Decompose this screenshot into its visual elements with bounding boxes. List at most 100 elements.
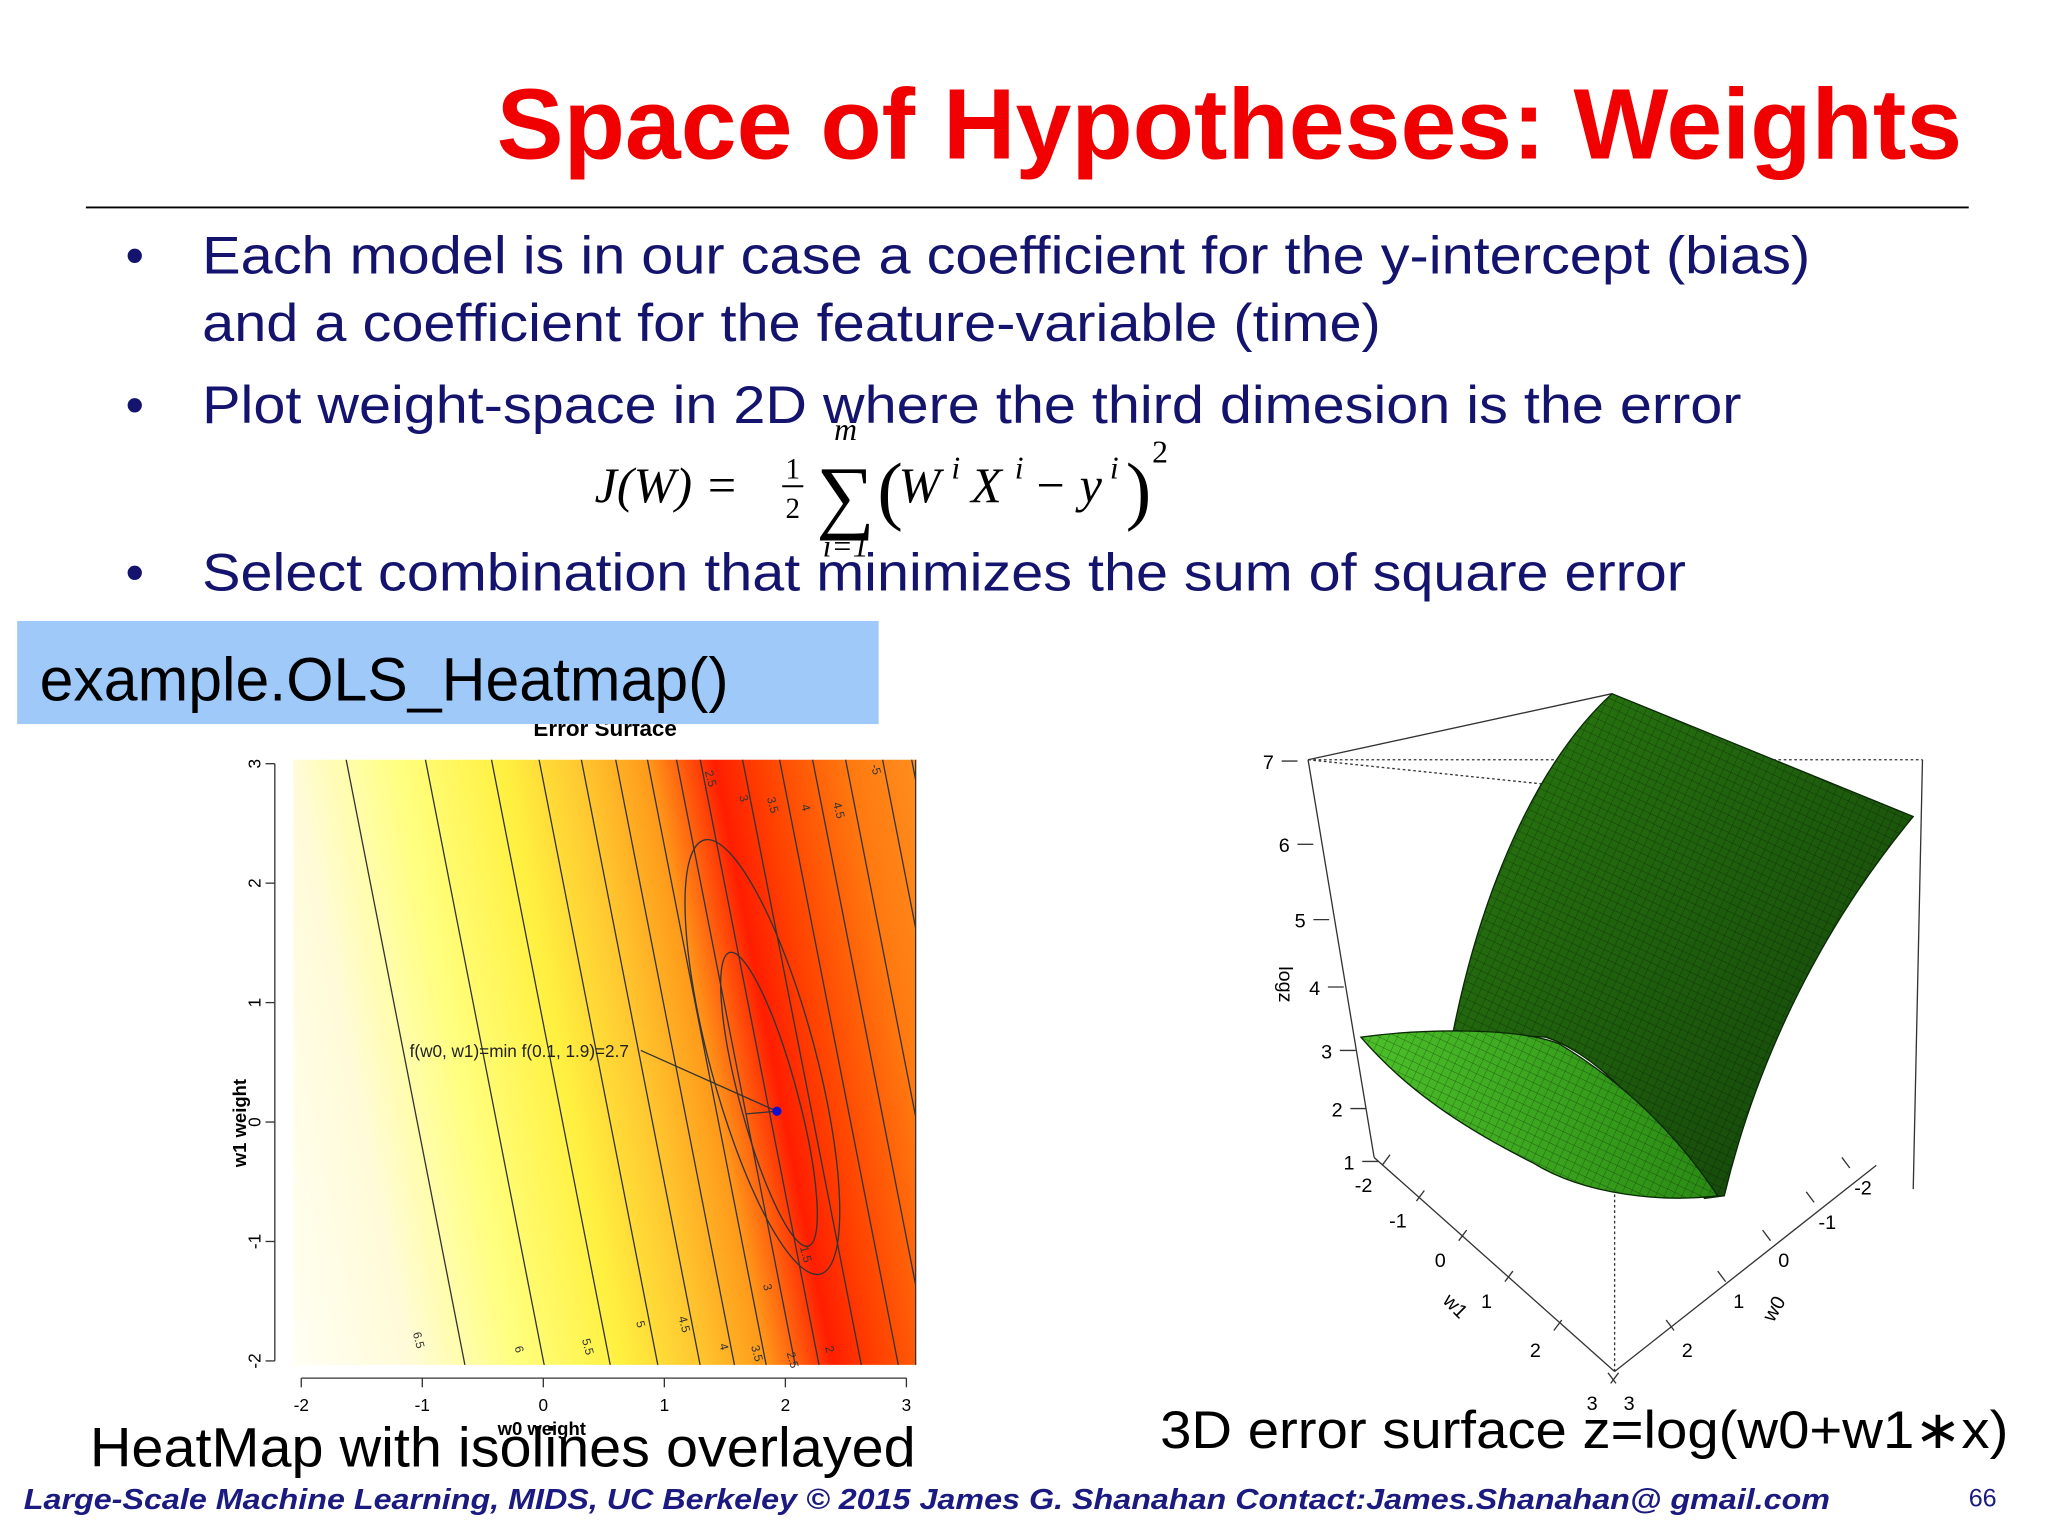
heatmap-plot bbox=[293, 759, 916, 1365]
formula-num: 1 bbox=[786, 453, 801, 485]
y-tick-label: -1 bbox=[244, 1234, 264, 1249]
contour-label: 1.5 bbox=[797, 1244, 815, 1264]
contour-label: 3 bbox=[736, 793, 751, 803]
y-tick-label: 2 bbox=[244, 878, 264, 888]
w0-tick bbox=[1841, 1157, 1851, 1169]
annotation-arrow bbox=[746, 1110, 777, 1115]
isoline bbox=[738, 759, 867, 1365]
heatmap-caption: HeatMap with isolines overlayed bbox=[90, 1417, 916, 1479]
z-tick-label: 1 bbox=[1344, 1152, 1355, 1174]
w1-tick-label: 3 bbox=[1587, 1393, 1598, 1415]
bullet-list: • Each model is in our case a coefficien… bbox=[126, 227, 1811, 603]
contour-label: 3.5 bbox=[764, 795, 782, 815]
w1-tick bbox=[1415, 1190, 1425, 1202]
bullet-text: Each model is in our case a coefficient … bbox=[202, 227, 1810, 286]
formula-sigma: ∑ bbox=[816, 450, 874, 541]
formula-power: 2 bbox=[1152, 434, 1168, 469]
w0-tick-label: 2 bbox=[1682, 1340, 1693, 1362]
z-axis-label: logz bbox=[1274, 966, 1296, 1002]
w0-tick-label: 0 bbox=[1778, 1250, 1789, 1272]
contour-label: 5.5 bbox=[579, 1337, 597, 1357]
bullet-dot: • bbox=[126, 227, 145, 286]
x-tick-label: -2 bbox=[294, 1395, 309, 1415]
error-surface bbox=[1359, 692, 1915, 1200]
x-tick-label: 0 bbox=[539, 1395, 549, 1415]
w1-tick-label: -2 bbox=[1355, 1175, 1373, 1197]
w0-tick bbox=[1762, 1229, 1772, 1242]
w0-tick-label: 1 bbox=[1733, 1291, 1744, 1313]
contour-label: -5 bbox=[868, 762, 884, 776]
bullet-dot: • bbox=[126, 544, 145, 603]
z-tick-label: 5 bbox=[1295, 911, 1306, 933]
isoline bbox=[486, 759, 616, 1365]
formula-lower: i=1 bbox=[823, 528, 869, 563]
bullet-text: and a coefficient for the feature-variab… bbox=[202, 294, 1381, 353]
isoline bbox=[808, 759, 916, 1365]
formula-upper: m bbox=[834, 412, 857, 447]
z-tick-label: 6 bbox=[1279, 835, 1290, 857]
contour-label: 4 bbox=[798, 803, 813, 813]
contour-label: 6 bbox=[512, 1344, 527, 1354]
y-axis-label: w1 weight bbox=[229, 1079, 250, 1168]
minimum-point bbox=[772, 1106, 782, 1116]
w0-tick bbox=[1665, 1319, 1675, 1331]
z-tick-label: 3 bbox=[1321, 1041, 1332, 1063]
z-tick-label: 4 bbox=[1309, 978, 1320, 1000]
page-number: 66 bbox=[1969, 1484, 1997, 1512]
w1-tick bbox=[1458, 1229, 1468, 1242]
formula-sup: i bbox=[1110, 450, 1119, 485]
isoline bbox=[878, 759, 916, 1365]
contour-label: 5 bbox=[633, 1319, 648, 1329]
isoline bbox=[720, 951, 818, 1247]
formula-sup: i bbox=[951, 450, 960, 485]
formula: J(W) = 1 2 ∑ m i=1 ( W i X i − y i ) 2 bbox=[595, 412, 1168, 563]
w0-tick-label: -2 bbox=[1854, 1177, 1872, 1199]
slide-title: Space of Hypotheses: Weights bbox=[497, 69, 1962, 181]
annotation-arrow bbox=[640, 1049, 778, 1112]
w1-axis-label: w1 bbox=[1438, 1289, 1472, 1323]
contour-label: 2 bbox=[822, 1344, 837, 1354]
z-tick-label: 2 bbox=[1332, 1099, 1343, 1121]
isoline bbox=[907, 759, 916, 1365]
x-axis-label: w0 weight bbox=[497, 1418, 586, 1439]
y-tick-label: -2 bbox=[244, 1353, 264, 1368]
isoline bbox=[684, 838, 841, 1276]
contour-label: 3 bbox=[760, 1282, 775, 1292]
w0-axis-label: w0 bbox=[1758, 1293, 1790, 1327]
heat-fill bbox=[293, 759, 916, 1365]
w1-tick-label: 0 bbox=[1435, 1250, 1446, 1272]
w1-tick bbox=[1610, 1372, 1620, 1384]
code-label: example.OLS_Heatmap() bbox=[40, 645, 729, 713]
w0-tick bbox=[1607, 1372, 1617, 1384]
formula-term: − y bbox=[1033, 457, 1102, 513]
y-tick-label: 3 bbox=[244, 759, 264, 769]
isoline bbox=[341, 759, 470, 1365]
formula-term: X bbox=[969, 457, 1004, 513]
isoline bbox=[642, 759, 772, 1365]
contour-label: 4.5 bbox=[830, 800, 848, 820]
heatmap-field bbox=[293, 759, 916, 1365]
w1-tick bbox=[1381, 1154, 1391, 1166]
w0-tick bbox=[1717, 1270, 1727, 1283]
surface-caption: 3D error surface z=log(w0+w1∗x) bbox=[1160, 1401, 2008, 1460]
formula-lhs: J(W) = bbox=[595, 457, 739, 513]
formula-sup: i bbox=[1015, 450, 1024, 485]
contour-label: 3.5 bbox=[748, 1343, 766, 1363]
w1-tick bbox=[1504, 1270, 1514, 1283]
x-tick-label: 2 bbox=[781, 1395, 791, 1415]
x-tick-label: 1 bbox=[660, 1395, 670, 1415]
formula-term: W bbox=[898, 457, 944, 513]
contour-label: 6.5 bbox=[410, 1330, 428, 1350]
y-tick-label: 0 bbox=[244, 1117, 264, 1127]
footer: Large-Scale Machine Learning, MIDS, UC B… bbox=[24, 1484, 1830, 1516]
formula-paren: ( bbox=[877, 447, 903, 532]
isoline bbox=[775, 759, 904, 1365]
isoline bbox=[671, 759, 801, 1365]
annotation: f(w0, w1)=min f(0.1, 1.9)=2.7 bbox=[410, 1041, 629, 1061]
isoline bbox=[695, 759, 825, 1365]
y-tick-label: 1 bbox=[244, 998, 264, 1008]
contour-label: 2.5 bbox=[702, 769, 720, 789]
isoline bbox=[534, 759, 663, 1365]
contour-label: 2.5 bbox=[784, 1350, 802, 1370]
